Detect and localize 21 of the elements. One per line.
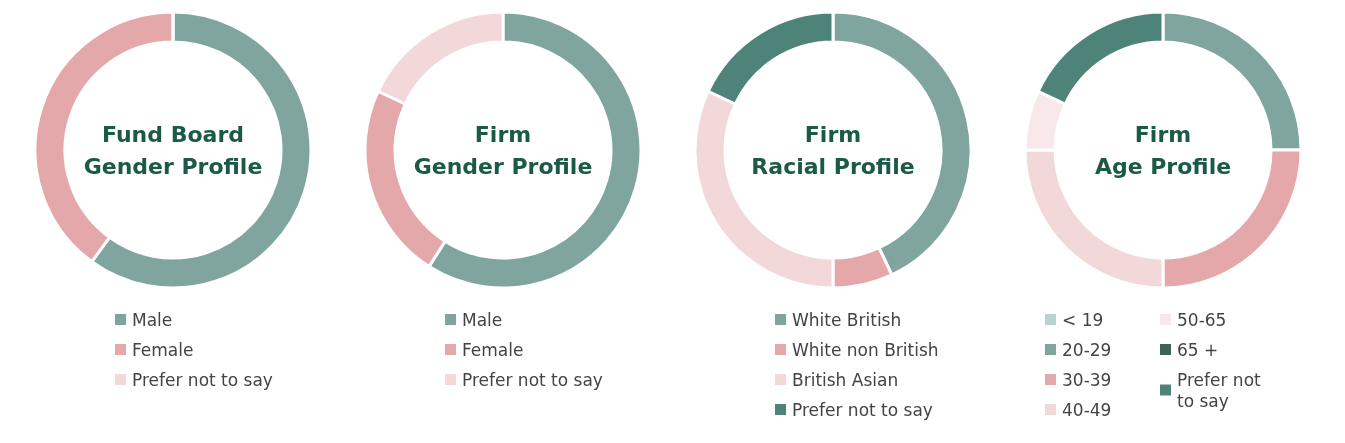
legend-label: 40-49 — [1062, 399, 1112, 420]
legend-label: Female — [132, 339, 194, 360]
legend-label: Male — [462, 309, 503, 330]
text: Firm Gender Profile — [413, 121, 593, 179]
legend-label: 50-65 — [1177, 309, 1227, 330]
text: Fund Board Gender Profile — [83, 121, 263, 179]
text: Firm Age Profile — [1094, 121, 1232, 179]
legend-label: Prefer not to say — [132, 369, 273, 390]
legend-label: Prefer not to say — [1177, 369, 1267, 411]
legend-label: 20-29 — [1062, 339, 1112, 360]
legend-label: Female — [462, 339, 524, 360]
legend-label: 65 + — [1177, 339, 1219, 360]
legend-label: 30-39 — [1062, 369, 1112, 390]
legend-label: British Asian — [792, 369, 899, 390]
legend-label: Prefer not to say — [462, 369, 603, 390]
legend-label: White non British — [792, 339, 939, 360]
legend-label: < 19 — [1062, 309, 1104, 330]
text: Firm Racial Profile — [751, 121, 915, 179]
legend-label: Male — [132, 309, 173, 330]
legend-label: White British — [792, 309, 902, 330]
legend-label: Prefer not to say — [792, 399, 933, 420]
